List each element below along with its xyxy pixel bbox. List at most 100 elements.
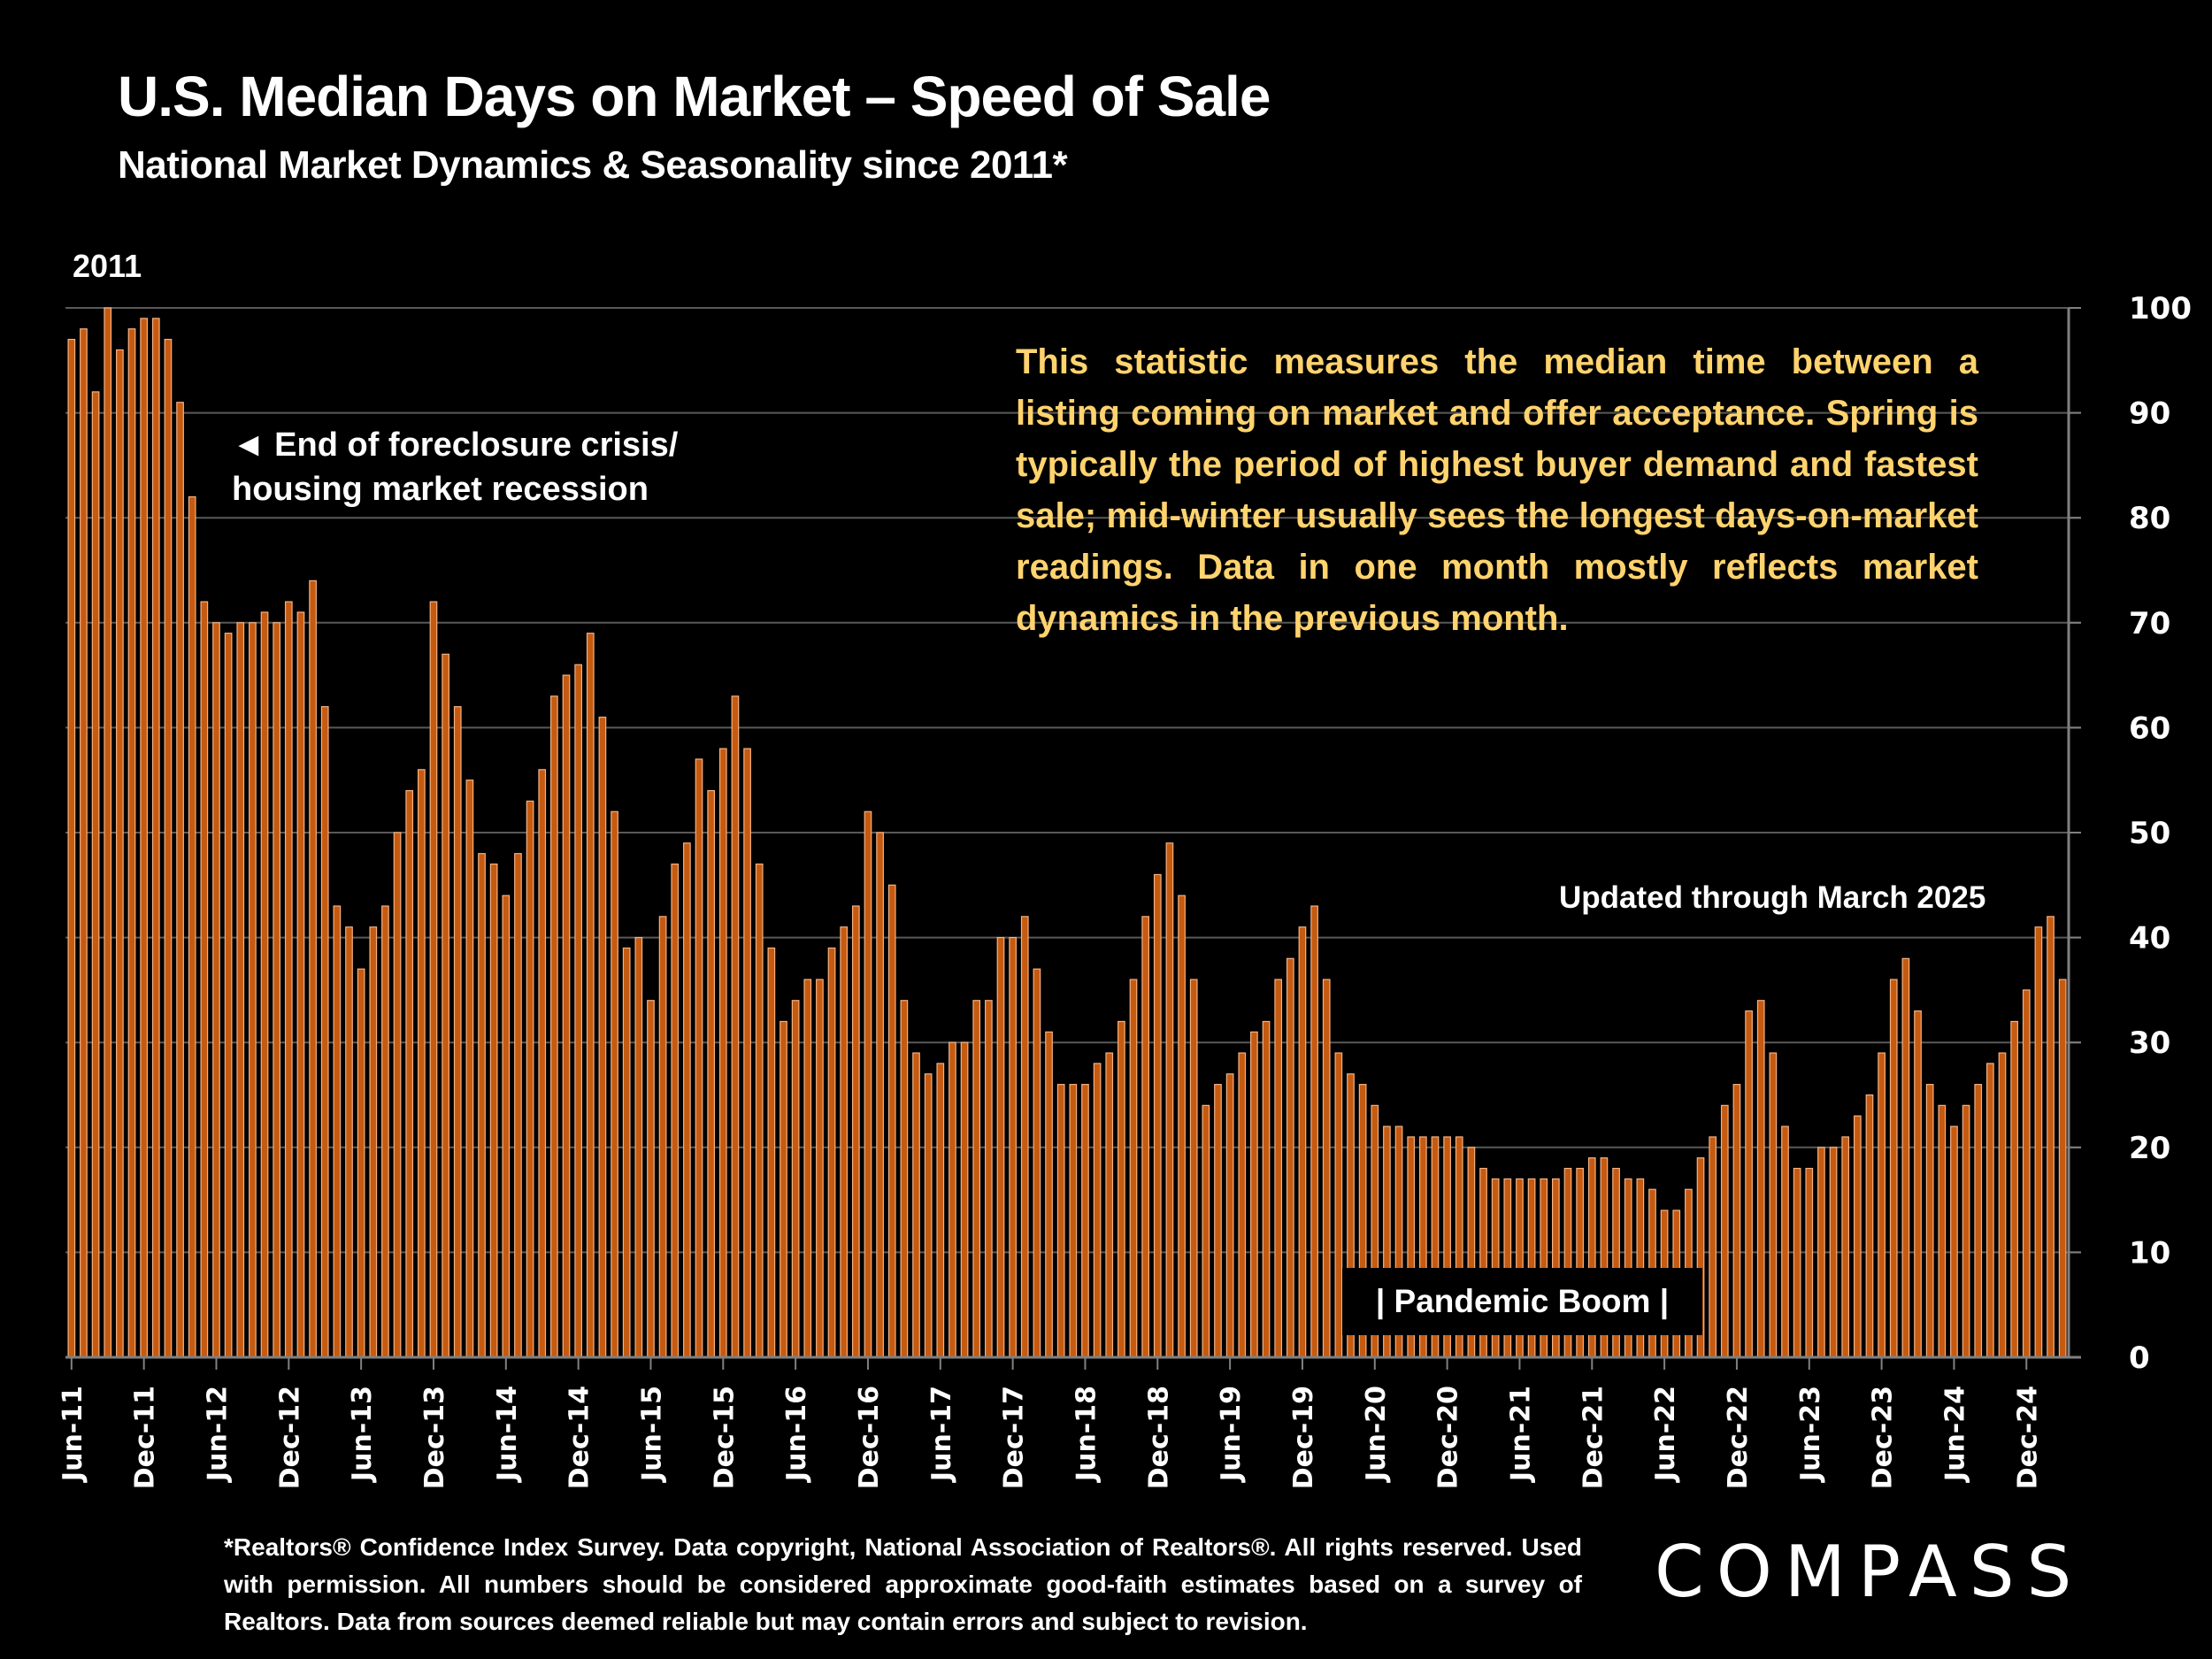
x-tick-label: Dec-24 xyxy=(2012,1386,2043,1489)
y-tick-label: 90 xyxy=(2129,396,2170,432)
bar xyxy=(960,1041,969,1358)
bar xyxy=(718,748,727,1358)
bar xyxy=(912,1052,920,1358)
y-tick-label: 0 xyxy=(2129,1340,2150,1376)
bar xyxy=(1262,1020,1271,1358)
x-tick-label: Dec-16 xyxy=(854,1386,885,1489)
bar xyxy=(104,307,112,1358)
bar xyxy=(67,338,76,1358)
bar xyxy=(949,1041,956,1358)
bar xyxy=(1865,1094,1874,1358)
bar xyxy=(164,338,173,1358)
bar xyxy=(514,853,522,1358)
x-tick-label: Dec-17 xyxy=(999,1386,1030,1489)
bar xyxy=(1153,873,1162,1358)
bar xyxy=(1020,916,1029,1358)
bar xyxy=(840,926,849,1358)
bar xyxy=(1178,895,1186,1358)
bar xyxy=(803,979,812,1358)
bar xyxy=(1901,957,1910,1358)
x-tick-label: Jun-12 xyxy=(202,1386,233,1483)
x-tick-label: Jun-20 xyxy=(1361,1386,1392,1483)
bar xyxy=(1817,1147,1825,1358)
bar xyxy=(417,769,426,1358)
bar xyxy=(972,1000,981,1358)
bar xyxy=(249,622,257,1358)
y-tick-labels: 0 10 20 30 40 50 60 70 80 90 100 xyxy=(2069,291,2192,1376)
bar xyxy=(1829,1147,1838,1358)
x-tick-label: Dec-21 xyxy=(1578,1386,1609,1489)
bar xyxy=(200,601,209,1358)
bar xyxy=(1853,1115,1862,1358)
bar xyxy=(1105,1052,1114,1358)
bar xyxy=(453,706,462,1358)
bar xyxy=(1093,1063,1102,1358)
y-tick-label: 30 xyxy=(2129,1025,2170,1061)
bar xyxy=(1081,1084,1089,1358)
x-tick-label: Dec-19 xyxy=(1288,1386,1319,1489)
bar xyxy=(851,905,860,1358)
bar xyxy=(2010,1020,2018,1358)
bar xyxy=(1214,1084,1222,1358)
bar xyxy=(116,349,124,1358)
y-tick-label: 100 xyxy=(2129,291,2192,326)
bar xyxy=(1925,1084,1934,1358)
bar xyxy=(1938,1104,1947,1358)
bar xyxy=(502,895,511,1358)
x-tick-label: Dec-14 xyxy=(565,1386,595,1489)
bar xyxy=(876,832,884,1358)
bar xyxy=(622,947,631,1358)
bar xyxy=(767,947,776,1358)
bar xyxy=(1118,1020,1125,1358)
bar xyxy=(429,601,438,1358)
bar xyxy=(647,1000,655,1358)
bar xyxy=(260,611,269,1358)
bar xyxy=(1756,1000,1765,1358)
bar xyxy=(333,905,342,1358)
bar xyxy=(791,1000,800,1358)
bar xyxy=(1914,1010,1922,1358)
bar xyxy=(1841,1136,1850,1358)
bar xyxy=(695,758,703,1358)
bar xyxy=(1769,1052,1778,1358)
x-tick-label: Dec-18 xyxy=(1143,1386,1174,1489)
x-tick-label: Jun-21 xyxy=(1505,1386,1536,1483)
bar xyxy=(381,905,389,1358)
bar xyxy=(827,947,836,1358)
x-tick-label: Dec-13 xyxy=(419,1386,450,1489)
x-tick-label: Jun-23 xyxy=(1795,1386,1826,1483)
y-tick-label: 10 xyxy=(2129,1235,2170,1271)
x-tick-label: Jun-24 xyxy=(1939,1386,1970,1483)
gridlines xyxy=(65,307,2081,1254)
x-tick-label: Jun-11 xyxy=(58,1386,88,1483)
bar xyxy=(731,695,740,1358)
bar xyxy=(212,622,220,1358)
bar xyxy=(562,674,571,1358)
bar xyxy=(1974,1084,1983,1358)
bar xyxy=(465,780,474,1358)
foreclosure-annotation-line1: ◄ End of foreclosure crisis/ xyxy=(232,426,679,464)
bar xyxy=(1274,979,1283,1358)
bar xyxy=(1286,957,1294,1358)
bar xyxy=(598,716,607,1358)
start-year-label: 2011 xyxy=(73,248,142,284)
bar xyxy=(658,916,667,1358)
x-tick-label: Jun-15 xyxy=(636,1386,667,1483)
bar xyxy=(1250,1031,1258,1358)
x-tick-label: Dec-12 xyxy=(274,1386,305,1489)
bar xyxy=(1009,936,1017,1358)
bar xyxy=(1720,1104,1729,1358)
x-tick-label: Jun-19 xyxy=(1216,1386,1247,1483)
bar xyxy=(996,936,1005,1358)
y-tick-label: 20 xyxy=(2129,1131,2170,1166)
foreclosure-annotation: ◄ End of foreclosure crisis/ housing mar… xyxy=(232,423,678,511)
x-tick-labels: Jun-11 Dec-11 Jun-12 Dec-12 Jun-13 Dec-13 Jun-… xyxy=(58,1357,2043,1489)
bar xyxy=(683,842,691,1358)
bar xyxy=(80,328,88,1358)
x-tick-label: Jun-17 xyxy=(926,1386,957,1483)
chart-subtitle: National Market Dynamics & Seasonality s… xyxy=(118,143,1068,187)
bar xyxy=(1732,1084,1741,1358)
bar xyxy=(273,622,281,1358)
description-text: This statistic measures the median time … xyxy=(1016,342,1978,638)
bar xyxy=(357,968,365,1358)
